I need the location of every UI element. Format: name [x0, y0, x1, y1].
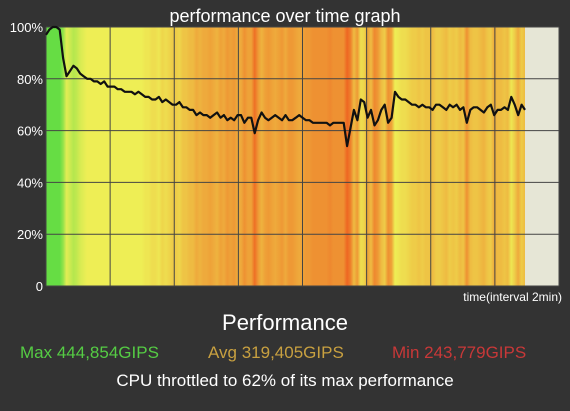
- performance-chart: 0 20% 40% 60% 80% 100% time(interval 2min): [10, 20, 562, 304]
- y-axis-ticks: 0 20% 40% 60% 80% 100%: [10, 20, 44, 294]
- min-stat: Min 243,779GIPS: [392, 343, 527, 362]
- y-tick-label: 60%: [17, 124, 43, 139]
- graph-title: performance over time graph: [169, 6, 401, 26]
- grid-lines: [45, 26, 560, 287]
- x-axis-label: time(interval 2min): [463, 290, 562, 304]
- throttle-message: CPU throttled to 62% of its max performa…: [116, 371, 454, 390]
- performance-fill: [46, 27, 525, 286]
- max-stat: Max 444,854GIPS: [20, 343, 159, 362]
- y-tick-label: 0: [36, 279, 43, 294]
- chart-svg: 0 20% 40% 60% 80% 100% time(interval 2min): [10, 20, 562, 304]
- performance-series-line: [45, 25, 526, 148]
- performance-title: Performance: [222, 310, 348, 335]
- y-tick-label: 80%: [17, 72, 43, 87]
- stats-row: Max 444,854GIPS Avg 319,405GIPS Min 243,…: [0, 343, 570, 367]
- y-tick-label: 100%: [10, 20, 44, 35]
- avg-stat: Avg 319,405GIPS: [208, 343, 344, 362]
- y-tick-label: 20%: [17, 227, 43, 242]
- y-tick-label: 40%: [17, 175, 43, 190]
